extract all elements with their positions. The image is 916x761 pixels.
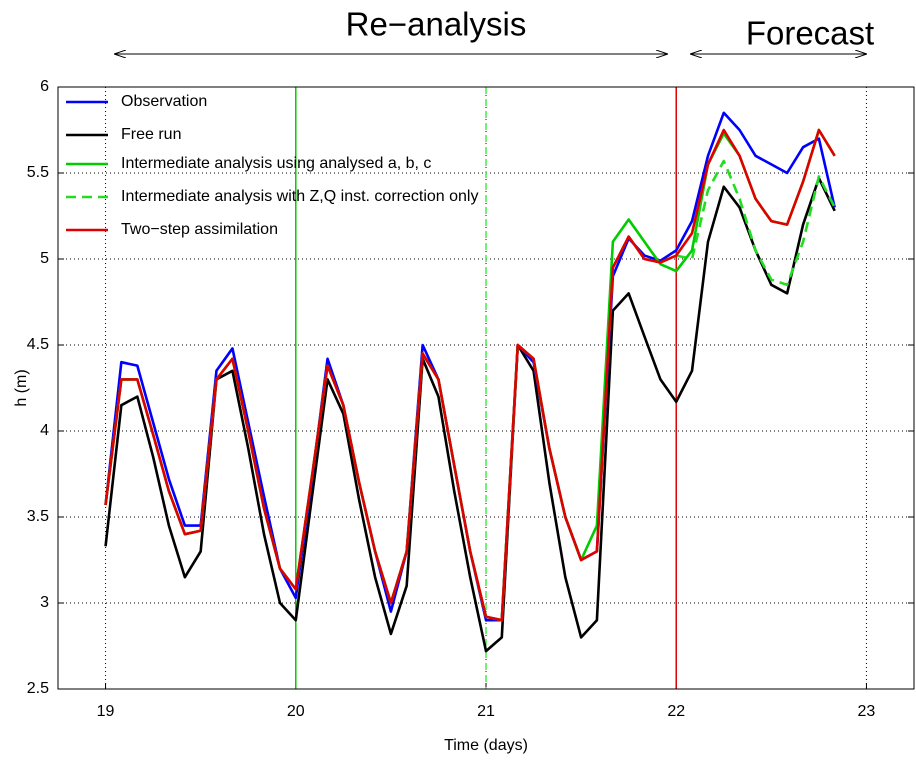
x-tick-label: 21 [477, 703, 495, 720]
y-axis-label: h (m) [13, 369, 30, 406]
annotation: Re−analysis [346, 6, 527, 43]
y-tick-label: 4 [40, 422, 49, 439]
x-tick-label: 22 [667, 703, 685, 720]
x-axis-label: Time (days) [444, 737, 528, 754]
y-tick-label: 3.5 [27, 508, 49, 525]
legend-label: Observation [121, 93, 207, 110]
y-tick-label: 5 [40, 250, 49, 267]
series-line [104, 128, 836, 622]
series-line [104, 176, 836, 653]
legend-label: Intermediate analysis using analysed a, … [121, 155, 431, 172]
legend-label: Free run [121, 126, 181, 143]
x-tick-label: 19 [97, 703, 115, 720]
y-tick-label: 2.5 [27, 680, 49, 697]
y-tick-label: 3 [40, 594, 49, 611]
x-tick-label: 20 [287, 703, 305, 720]
legend-label: Intermediate analysis with Z,Q inst. cor… [121, 188, 478, 205]
y-tick-label: 6 [40, 78, 49, 95]
plot-frame [57, 86, 915, 690]
x-tick-label: 23 [858, 703, 876, 720]
annotation: Forecast [746, 15, 874, 52]
legend-label: Two−step assimilation [121, 221, 278, 238]
y-tick-label: 5.5 [27, 164, 49, 181]
y-tick-label: 4.5 [27, 336, 49, 353]
